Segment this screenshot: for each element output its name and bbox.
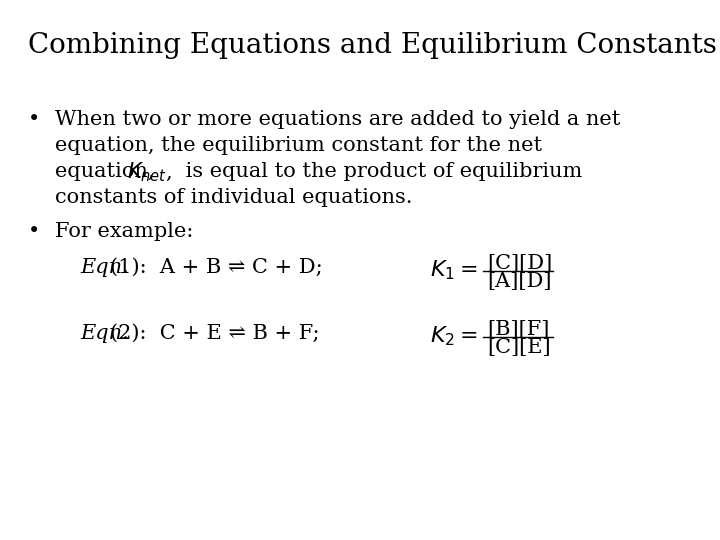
Text: $K_{net}$,: $K_{net}$, [127, 161, 172, 184]
Text: $K_2 =$: $K_2 =$ [430, 324, 477, 348]
Text: is equal to the product of equilibrium: is equal to the product of equilibrium [179, 162, 582, 181]
Text: equation,: equation, [55, 162, 161, 181]
Text: $K_1 =$: $K_1 =$ [430, 258, 477, 281]
Text: Eqn.: Eqn. [80, 258, 129, 277]
Text: constants of individual equations.: constants of individual equations. [55, 188, 413, 207]
Text: equation, the equilibrium constant for the net: equation, the equilibrium constant for t… [55, 136, 542, 155]
Text: When two or more equations are added to yield a net: When two or more equations are added to … [55, 110, 621, 129]
Text: (2):  C + E ⇌ B + F;: (2): C + E ⇌ B + F; [110, 324, 320, 343]
Text: •: • [28, 110, 40, 129]
Text: [B][F]: [B][F] [487, 320, 549, 339]
Text: •: • [28, 222, 40, 241]
Text: For example:: For example: [55, 222, 194, 241]
Text: [C][E]: [C][E] [487, 338, 551, 357]
Text: Eqn.: Eqn. [80, 324, 129, 343]
Text: (1):  A + B ⇌ C + D;: (1): A + B ⇌ C + D; [110, 258, 323, 277]
Text: [A][D]: [A][D] [487, 272, 552, 291]
Text: Combining Equations and Equilibrium Constants: Combining Equations and Equilibrium Cons… [28, 32, 717, 59]
Text: [C][D]: [C][D] [487, 254, 552, 273]
